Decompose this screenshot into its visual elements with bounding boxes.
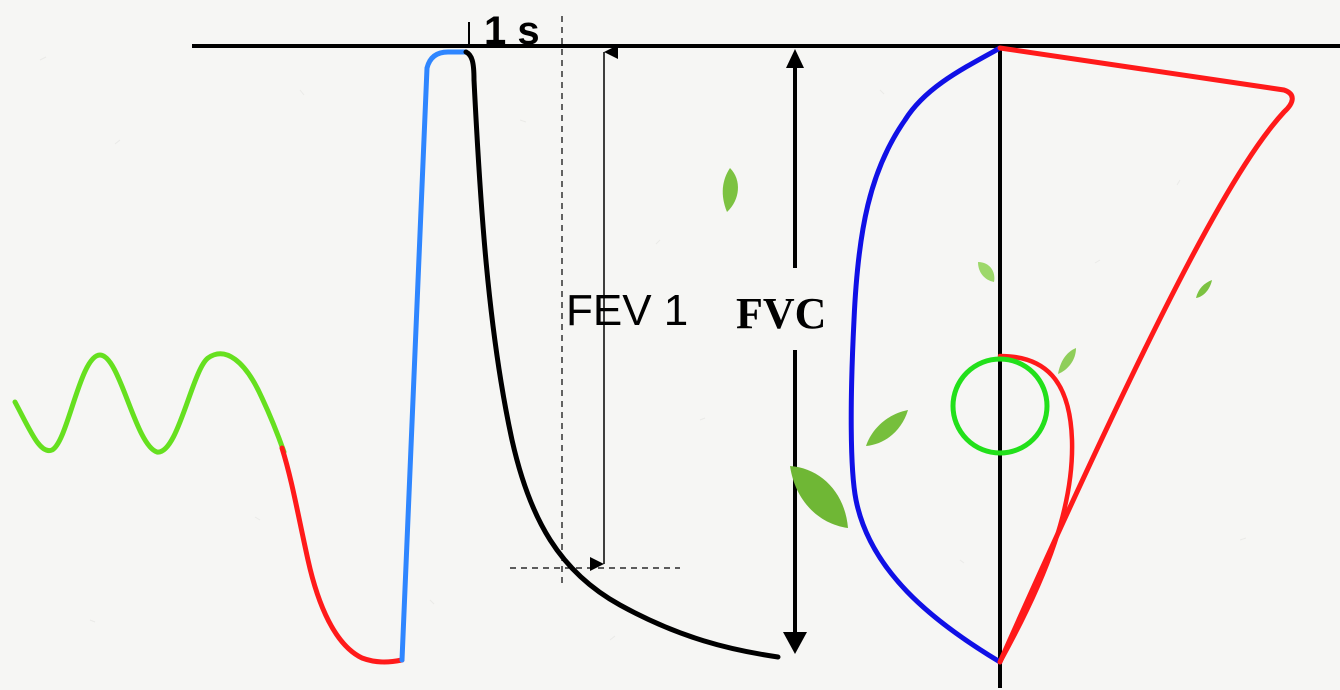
leaf-icon (1196, 280, 1212, 298)
leaf-icon (866, 410, 908, 446)
leaf-icon (722, 168, 738, 212)
flow-volume-inspiratory-limb (997, 45, 1295, 665)
time-marker-label: 1 s (484, 9, 540, 53)
maximal-exhalation-trace (279, 445, 405, 665)
leaf-icon (978, 262, 995, 282)
background-texture (39, 56, 1247, 641)
fev1-label: FEV 1 (566, 286, 688, 335)
forced-expiration-curve (463, 49, 781, 660)
tidal-flow-volume-loop (997, 353, 1075, 665)
tidal-breathing-circle (950, 356, 1050, 456)
decorative-leaves (722, 168, 1212, 528)
leaf-icon (1058, 348, 1076, 374)
maximal-inspiration-trace (399, 49, 469, 663)
leaf-icon (790, 466, 848, 528)
fvc-label: FVC (736, 289, 826, 338)
fvc-arrow (783, 49, 807, 654)
tidal-breathing-trace (12, 351, 287, 455)
flow-volume-expiratory-limb (848, 45, 1003, 665)
